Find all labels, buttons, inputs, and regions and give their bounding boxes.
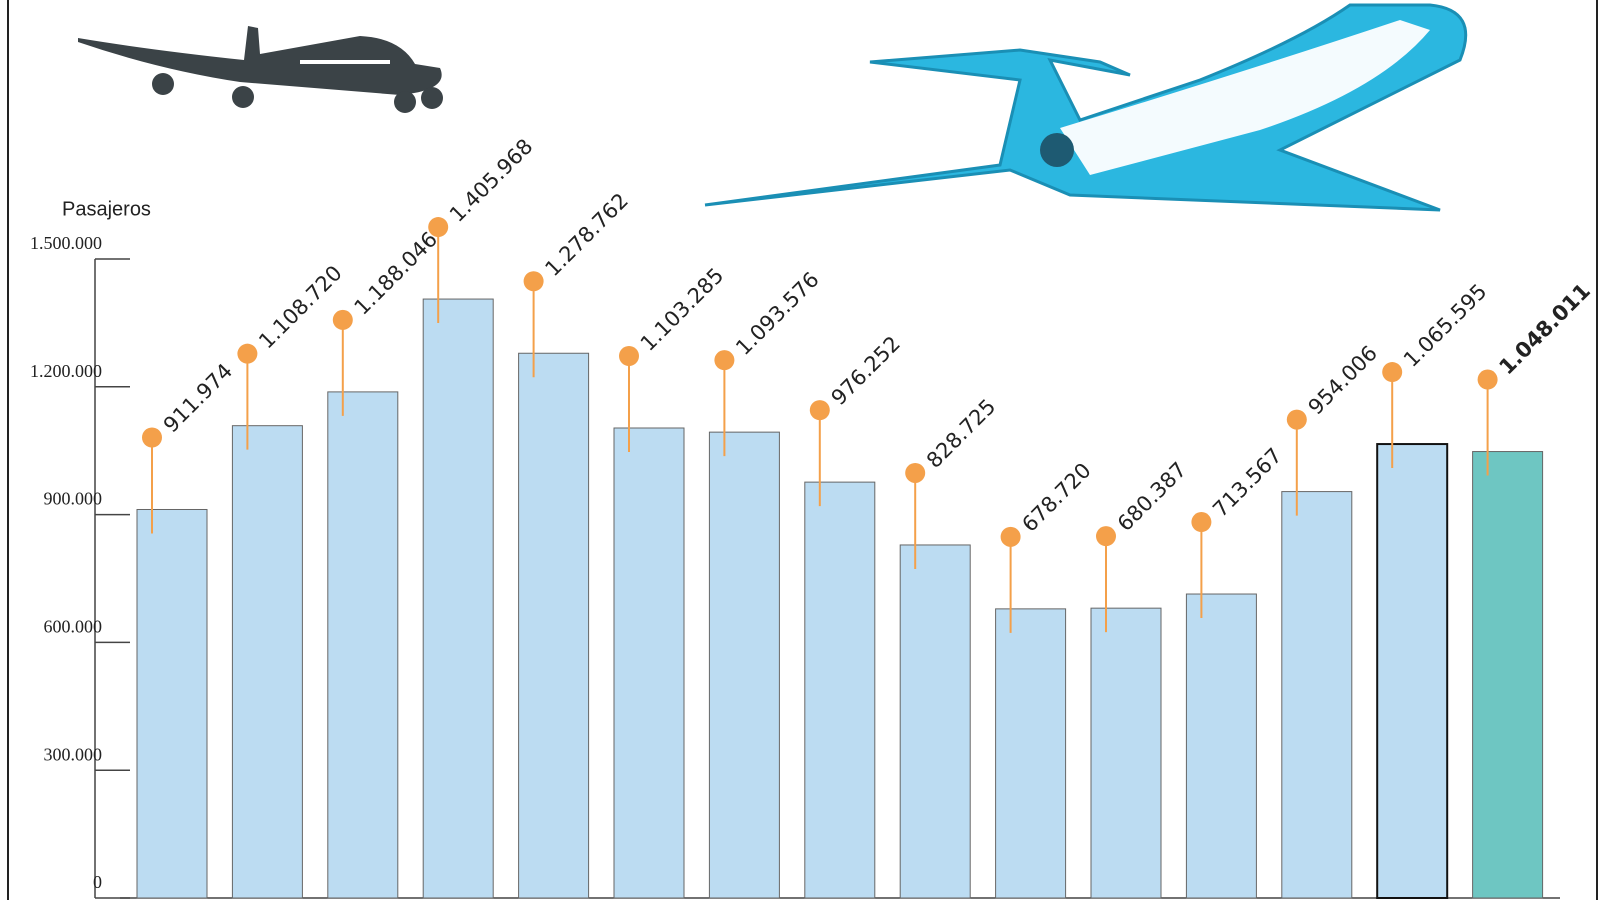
marker-dot (809, 400, 830, 421)
bar (1281, 491, 1353, 899)
bar (708, 431, 780, 899)
marker-dot (332, 309, 353, 330)
value-label: 1.103.285 (636, 263, 729, 356)
bar (613, 427, 685, 899)
bar (518, 352, 590, 899)
value-label: 828.725 (922, 394, 1000, 472)
marker-dot (905, 462, 926, 483)
value-label: 678.720 (1017, 458, 1095, 536)
bar (899, 544, 971, 899)
bar (995, 608, 1067, 899)
bar (1472, 451, 1544, 899)
value-label: 713.567 (1208, 443, 1286, 521)
bar (1090, 607, 1162, 899)
bar (1185, 593, 1257, 899)
marker-dot (428, 217, 449, 238)
value-label: 1.048.011 (1494, 279, 1595, 380)
bar (231, 425, 303, 899)
marker-dot (1286, 409, 1307, 430)
y-axis-label: Pasajeros (62, 198, 151, 220)
bar (327, 391, 399, 899)
value-label: 954.006 (1304, 341, 1382, 419)
value-label: 1.093.576 (731, 267, 824, 360)
marker-dot (523, 271, 544, 292)
y-tick-label: 600.000 (44, 617, 103, 637)
marker-dot (237, 343, 258, 364)
value-label: 1.278.762 (540, 188, 633, 281)
bar (804, 481, 876, 899)
marker-dot (1382, 362, 1403, 383)
y-tick-label: 1.500.000 (30, 233, 102, 253)
marker-dot (1000, 526, 1021, 547)
bar (1376, 443, 1449, 899)
value-label: 976.252 (827, 332, 905, 410)
marker-dot (1191, 512, 1212, 533)
y-tick-label: 900.000 (44, 489, 103, 509)
value-label: 1.065.595 (1399, 279, 1492, 372)
dark-plane (78, 26, 443, 113)
y-tick-label: 1.200.000 (30, 361, 102, 381)
y-tick-label: 300.000 (44, 744, 103, 764)
marker-dot (1477, 369, 1498, 390)
marker-dot (619, 346, 639, 367)
marker-dot (714, 350, 735, 371)
value-label: 911.974 (159, 359, 237, 437)
bar (422, 298, 494, 899)
marker-dot (1096, 526, 1116, 547)
value-label: 680.387 (1113, 458, 1191, 536)
bar (136, 508, 208, 899)
y-tick-label: 0 (93, 872, 102, 892)
blue-plane (704, 3, 1468, 212)
marker-dot (142, 427, 162, 448)
value-label: 1.405.968 (445, 134, 538, 227)
value-label: 1.108.720 (254, 261, 347, 354)
